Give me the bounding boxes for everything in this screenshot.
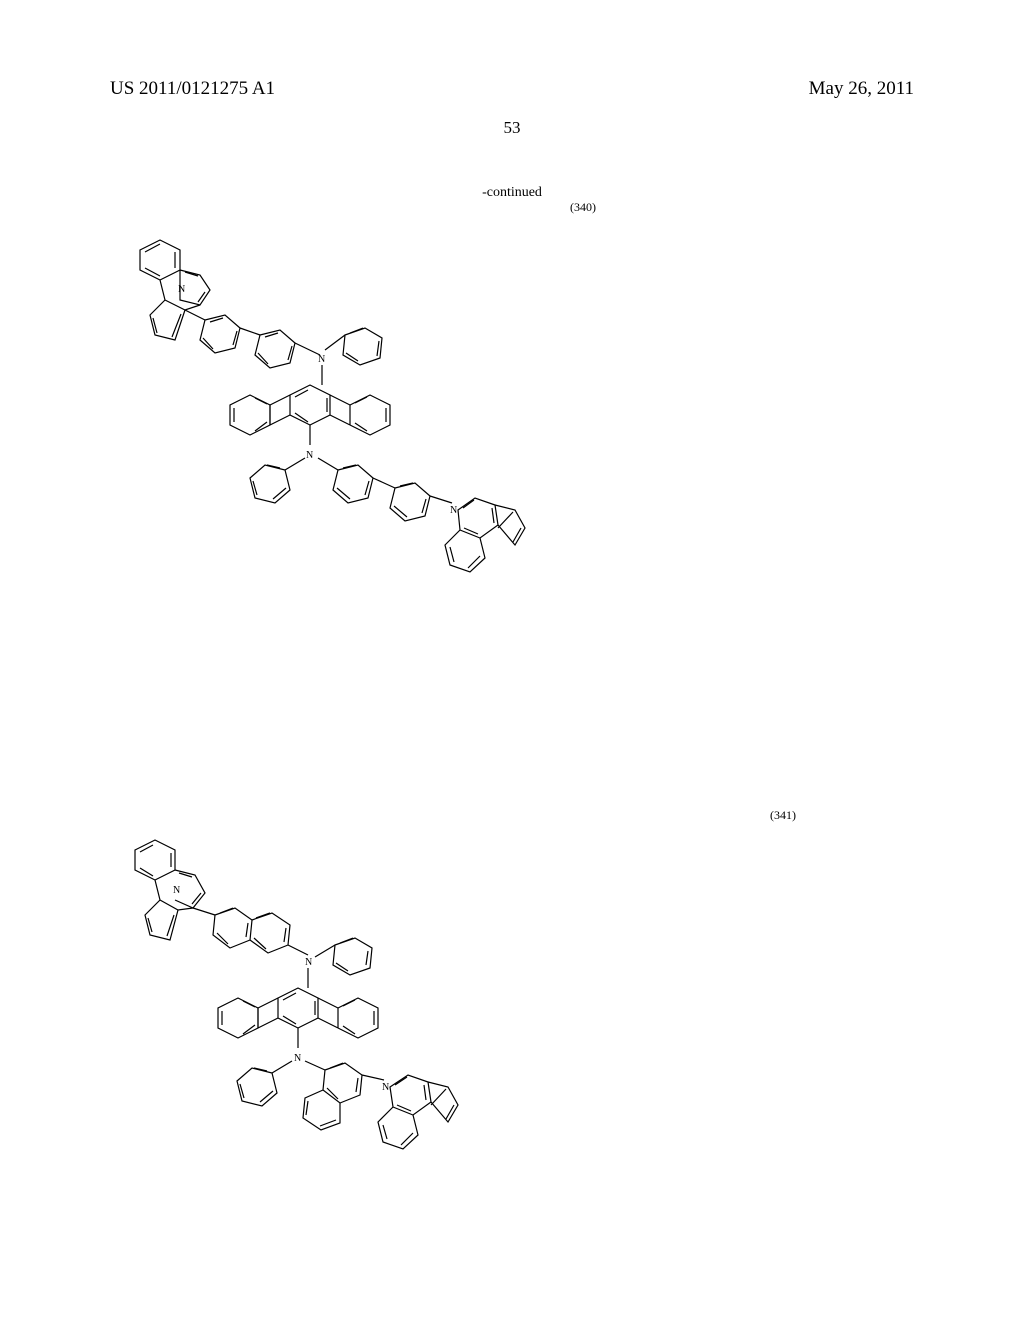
patent-number: US 2011/0121275 A1 <box>110 78 275 100</box>
svg-text:N: N <box>294 1053 301 1064</box>
svg-text:N: N <box>318 354 325 365</box>
chemical-structure-340: N N N <box>110 220 650 755</box>
chemical-structure-341: N N N N <box>110 805 540 1280</box>
svg-text:N: N <box>178 284 185 295</box>
svg-text:N: N <box>305 957 312 968</box>
svg-text:N: N <box>173 885 180 896</box>
continued-label: -continued <box>482 185 542 201</box>
compound-label-341: (341) <box>770 808 796 823</box>
svg-text:N: N <box>306 450 313 461</box>
compound-label-340: (340) <box>570 200 596 215</box>
page-number: 53 <box>504 118 521 138</box>
svg-text:N: N <box>450 505 457 516</box>
publication-date: May 26, 2011 <box>809 78 914 100</box>
svg-text:N: N <box>382 1082 389 1093</box>
